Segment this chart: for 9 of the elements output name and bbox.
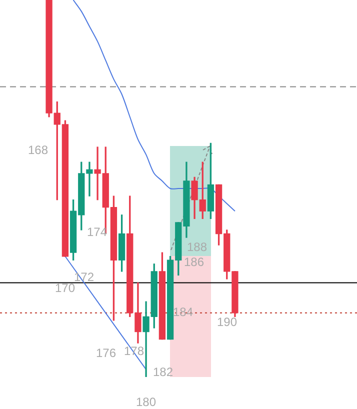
annotation: 168 (28, 143, 48, 157)
annotation: 186 (184, 255, 204, 269)
annotation: 174 (86, 225, 108, 239)
annotation: 182 (152, 365, 174, 379)
annotation: 190 (216, 315, 238, 329)
annotation: 184 (172, 305, 194, 319)
annotation: 176 (96, 346, 116, 360)
annotation: 170 (54, 281, 76, 295)
text: 180 (136, 395, 156, 409)
